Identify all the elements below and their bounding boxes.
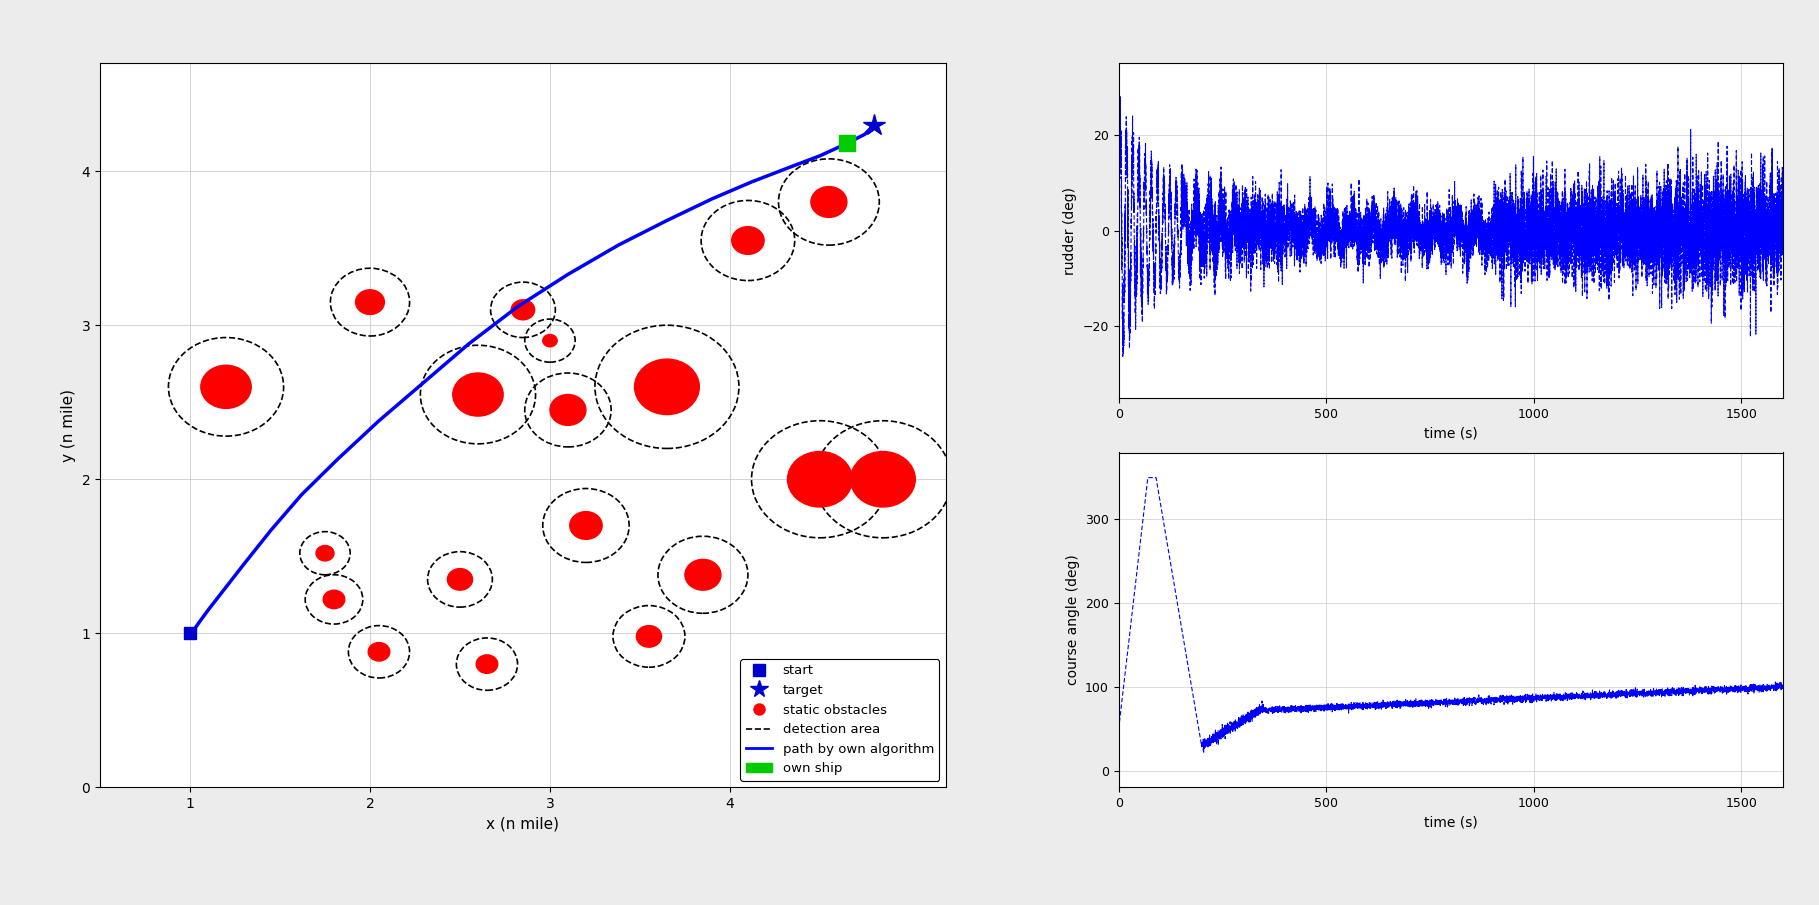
Y-axis label: y (n mile): y (n mile) (60, 389, 76, 462)
Circle shape (851, 452, 915, 507)
X-axis label: x (n mile): x (n mile) (486, 816, 560, 832)
Y-axis label: rudder (deg): rudder (deg) (1062, 186, 1077, 275)
Circle shape (811, 186, 848, 217)
X-axis label: time (s): time (s) (1424, 426, 1477, 441)
X-axis label: time (s): time (s) (1424, 815, 1477, 830)
Circle shape (453, 373, 504, 416)
Circle shape (549, 395, 586, 425)
Circle shape (788, 452, 853, 507)
Circle shape (511, 300, 535, 319)
Circle shape (447, 568, 473, 590)
Circle shape (200, 366, 251, 408)
Circle shape (569, 511, 602, 539)
Circle shape (542, 335, 557, 347)
Circle shape (635, 359, 698, 414)
Circle shape (686, 559, 720, 590)
Legend: start, target, static obstacles, detection area, path by own algorithm, own ship: start, target, static obstacles, detecti… (740, 659, 939, 781)
Circle shape (367, 643, 389, 661)
Circle shape (731, 226, 764, 254)
Y-axis label: course angle (deg): course angle (deg) (1066, 555, 1079, 685)
Circle shape (637, 625, 662, 647)
Circle shape (355, 290, 384, 314)
Circle shape (317, 546, 335, 561)
Circle shape (324, 590, 346, 609)
Circle shape (477, 655, 498, 673)
